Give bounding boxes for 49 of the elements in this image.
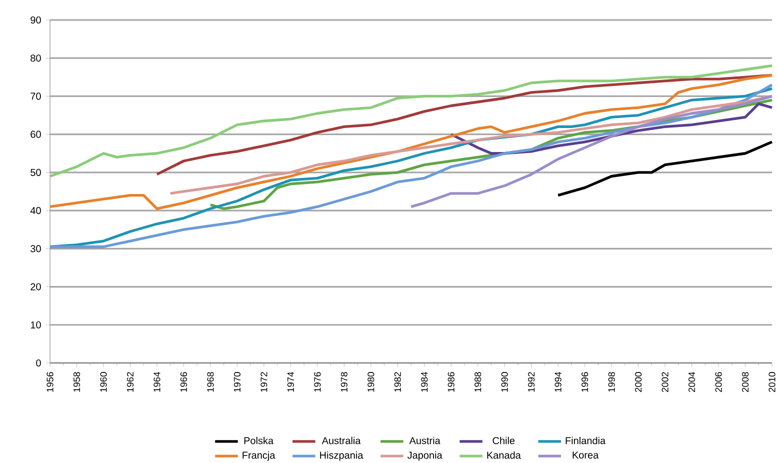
legend-label: Hiszpania xyxy=(320,451,364,461)
legend-label: Australia xyxy=(322,436,361,444)
x-tick-label: 1962 xyxy=(126,372,134,392)
x-tick-label: 1960 xyxy=(100,372,107,392)
x-tick-label: 1996 xyxy=(582,372,588,392)
x-tick-label: 1990 xyxy=(501,372,508,392)
x-tick-label: 1992 xyxy=(528,372,535,392)
x-tick-label: 1958 xyxy=(73,372,80,392)
x-tick-label: 1974 xyxy=(287,372,294,392)
x-tick-label: 1980 xyxy=(368,372,374,392)
x-tick-label: 1998 xyxy=(608,372,615,392)
x-tick-label: 2010 xyxy=(768,372,776,392)
x-tick-label: 1988 xyxy=(474,372,482,392)
x-tick-label: 2006 xyxy=(715,372,722,392)
x-tick-label: 1984 xyxy=(421,372,428,392)
legend-label: Korea xyxy=(572,452,599,459)
x-tick-label: 1994 xyxy=(554,372,562,392)
x-tick-label: 2002 xyxy=(662,372,668,392)
y-tick-label: 80 xyxy=(30,54,41,62)
legend-label: Kanada xyxy=(487,451,521,459)
x-tick-label: 1978 xyxy=(340,372,348,392)
x-tick-label: 1956 xyxy=(46,372,54,392)
legend-label: Chile xyxy=(492,436,515,444)
x-tick-label: 2000 xyxy=(635,372,642,392)
x-tick-label: 1986 xyxy=(448,372,454,392)
x-tick-label: 1970 xyxy=(234,372,240,392)
x-tick-label: 2004 xyxy=(688,372,696,392)
y-tick-label: 70 xyxy=(30,92,41,100)
x-tick-label: 1964 xyxy=(154,372,160,392)
y-tick-label: 40 xyxy=(30,207,41,214)
x-tick-label: 1982 xyxy=(394,372,401,392)
y-tick-label: 10 xyxy=(30,321,41,328)
y-tick-label: 20 xyxy=(30,283,41,290)
line-series xyxy=(410,94,774,208)
x-tick-label: 2008 xyxy=(742,372,749,392)
x-tick-label: 1968 xyxy=(207,372,214,392)
legend-label: Japonia xyxy=(407,451,442,461)
legend-label: Francja xyxy=(242,451,276,461)
y-tick-label: 30 xyxy=(30,245,41,252)
x-tick-label: 1976 xyxy=(314,372,321,392)
y-tick-label: 60 xyxy=(30,130,41,138)
x-tick-label: 1972 xyxy=(260,372,268,392)
legend-label: Polska xyxy=(244,436,274,444)
y-tick-label: 50 xyxy=(30,168,41,176)
y-tick-label: 90 xyxy=(30,16,41,24)
x-tick-label: 1966 xyxy=(180,372,188,392)
y-tick-label: 0 xyxy=(36,359,41,367)
legend-label: Austria xyxy=(409,436,440,444)
legend-label: Finlandia xyxy=(566,436,606,444)
